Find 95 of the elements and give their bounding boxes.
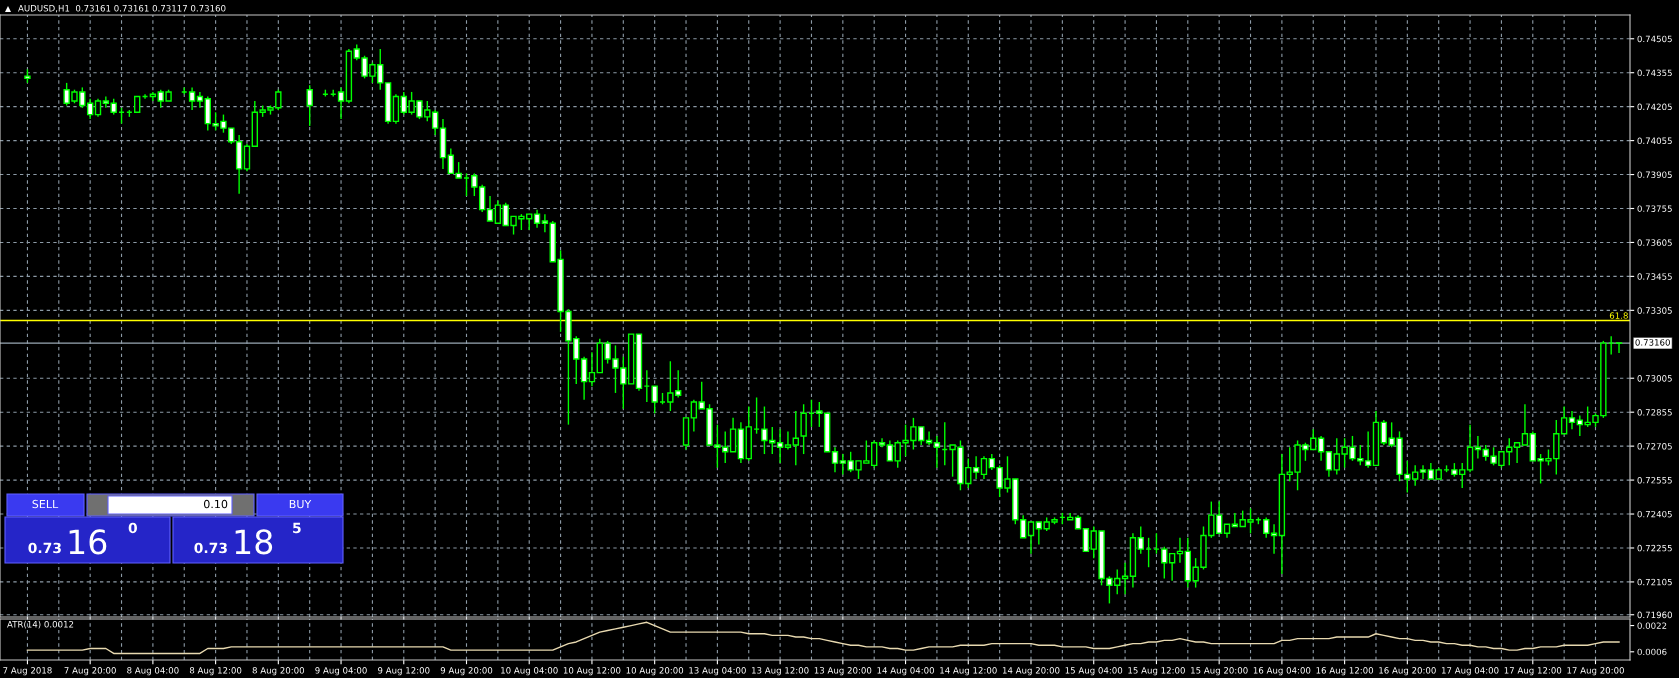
candlestick (1419, 464, 1427, 480)
category-label: 16 Aug 04:00 (1253, 667, 1311, 676)
candlestick (831, 446, 839, 473)
category-label: 10 Aug 12:00 (563, 667, 621, 676)
annotation: 18 (235, 529, 273, 555)
chart-title: ATR(14) 0.0012 (7, 620, 74, 629)
category-label: 13 Aug 04:00 (689, 667, 746, 676)
y-tick-label: 0.74205 (1637, 103, 1672, 111)
candlestick (784, 430, 792, 451)
category-label: 8 Aug 12:00 (189, 667, 242, 676)
y-tick-label: 0.74355 (1637, 69, 1672, 77)
candlestick (1466, 423, 1474, 473)
category-label: 7 Aug 20:00 (64, 667, 116, 676)
y-tick-label: 0.72705 (1637, 443, 1672, 450)
y-tick-label: 0.73005 (1637, 375, 1672, 382)
annotation: 16 (69, 529, 107, 555)
candlestick (1615, 342, 1623, 354)
y-tick-label: 0.0022 (1637, 622, 1667, 629)
candlestick (792, 410, 799, 467)
candlestick (94, 98, 102, 118)
category-label: 8 Aug 04:00 (127, 667, 179, 676)
category-label: 13 Aug 20:00 (814, 667, 872, 676)
chart-title: AUDUSD,H1 0.73161 0.73161 0.73117 0.73160 (18, 4, 226, 13)
category-label: 15 Aug 12:00 (1128, 667, 1185, 676)
annotation: 0 (128, 522, 137, 534)
candlestick (729, 417, 737, 453)
y-tick-label: 0.74505 (1637, 35, 1672, 43)
y-tick-label: 0.0006 (1637, 648, 1667, 656)
y-tick-label: 0.72105 (1637, 578, 1672, 586)
category-label: 17 Aug 20:00 (1567, 667, 1624, 676)
category-label: 17 Aug 12:00 (1504, 667, 1562, 676)
category-label: 16 Aug 20:00 (1379, 667, 1436, 676)
y-tick-label: 0.72855 (1637, 409, 1672, 416)
category-label: 14 Aug 20:00 (1002, 667, 1060, 676)
annotation: SELL (32, 499, 59, 509)
candlestick (533, 208, 541, 229)
y-tick-label: 0.73455 (1637, 273, 1672, 280)
y-tick-label: 0.73905 (1637, 171, 1672, 178)
category-label: 14 Aug 12:00 (940, 667, 997, 676)
candlestick (980, 455, 988, 480)
candlestick (933, 435, 941, 469)
annotation: 5 (293, 522, 301, 534)
candlestick (800, 403, 807, 455)
candlestick (651, 385, 658, 415)
candlestick (776, 428, 784, 464)
annotation: 0.73 (194, 542, 227, 554)
candlestick (1161, 546, 1168, 580)
candlestick (588, 351, 596, 387)
candlestick (196, 91, 204, 109)
candlestick (690, 399, 698, 433)
candlestick (972, 455, 980, 480)
candlestick (1137, 525, 1144, 555)
ref-line-label: 0.73160 (1635, 339, 1670, 346)
candlestick (486, 195, 494, 222)
category-label: 16 Aug 12:00 (1316, 667, 1374, 676)
category-label: 13 Aug 12:00 (752, 667, 809, 676)
candlestick (1168, 552, 1176, 582)
category-label: 14 Aug 04:00 (877, 667, 935, 676)
annotation: 61.8 (1609, 312, 1628, 319)
candlestick (1263, 516, 1270, 539)
candlestick (1513, 442, 1521, 464)
y-tick-label: 0.72405 (1637, 510, 1672, 518)
candlestick (1082, 528, 1090, 553)
category-label: 15 Aug 20:00 (1191, 667, 1248, 676)
candlestick (306, 84, 313, 127)
candlestick (886, 439, 894, 462)
category-label: 10 Aug 20:00 (626, 667, 684, 676)
annotation: BUY (289, 499, 312, 509)
annotation: 0.73 (28, 542, 61, 554)
candlestick (243, 143, 251, 172)
y-tick-label: 0.73605 (1637, 239, 1672, 246)
candlestick (580, 356, 588, 401)
candlestick (1325, 451, 1333, 478)
candlestick (1568, 410, 1576, 430)
category-label: 10 Aug 04:00 (501, 667, 558, 676)
category-label: 7 Aug 2018 (3, 667, 52, 676)
y-tick-label: 0.73305 (1637, 307, 1672, 314)
category-label: 17 Aug 04:00 (1441, 667, 1499, 676)
category-label: 15 Aug 04:00 (1065, 667, 1123, 676)
category-label: 9 Aug 04:00 (315, 667, 367, 676)
category-label: 8 Aug 20:00 (252, 667, 305, 676)
candlestick (1027, 521, 1035, 555)
category-label: 9 Aug 12:00 (378, 667, 430, 676)
candlestick (541, 213, 549, 233)
category-label: 9 Aug 20:00 (440, 667, 493, 676)
candlestick (337, 86, 345, 120)
y-tick-label: 0.71960 (1637, 611, 1672, 619)
y-tick-label: 0.74055 (1637, 137, 1672, 144)
candlestick (1364, 430, 1372, 469)
y-tick-label: 0.72255 (1637, 544, 1672, 552)
y-tick-label: 0.72555 (1637, 476, 1672, 484)
y-tick-label: 0.73755 (1637, 205, 1672, 212)
candlestick (188, 86, 196, 111)
annotation: 0.10 (203, 499, 228, 509)
candlestick (1521, 403, 1529, 446)
